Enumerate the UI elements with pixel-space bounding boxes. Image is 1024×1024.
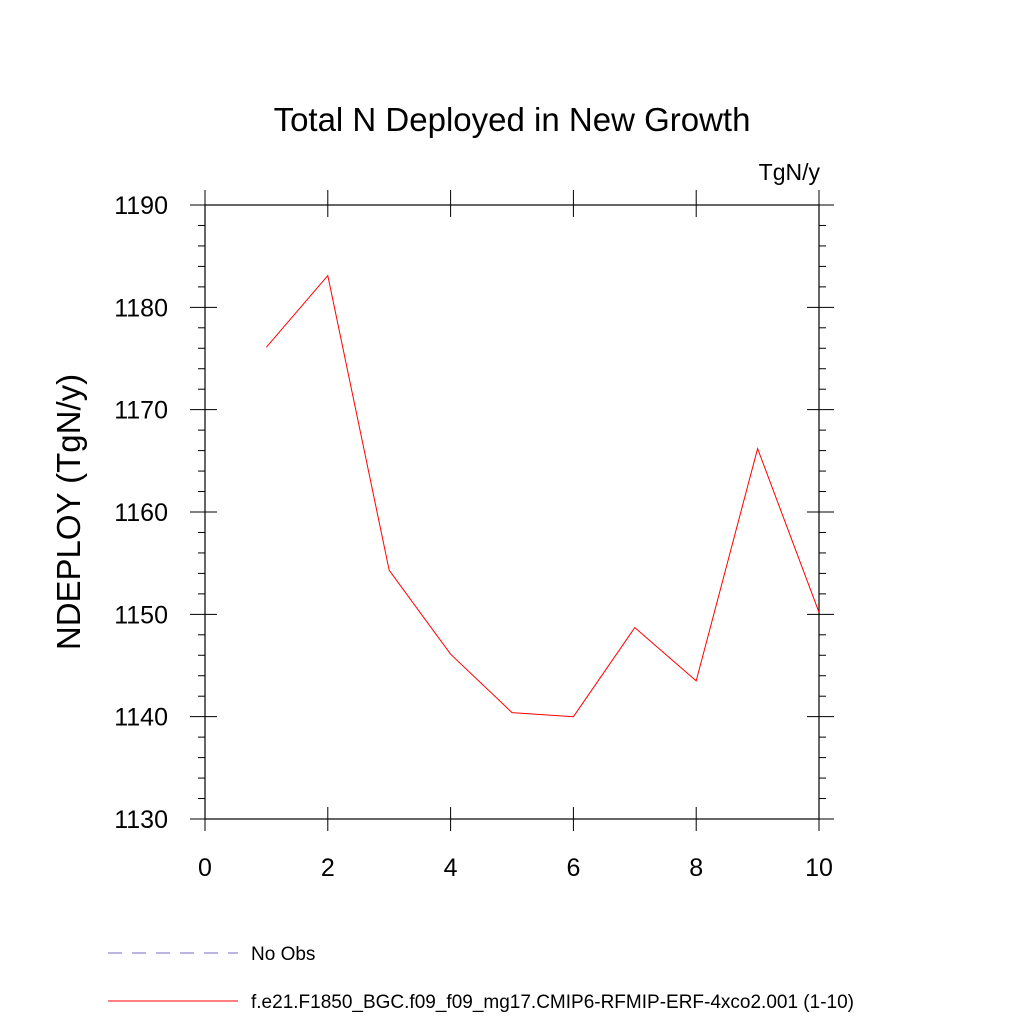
y-axis-label: NDEPLOY (TgN/y) (50, 374, 87, 650)
axis-ticks (190, 190, 834, 831)
series-line-0 (266, 274, 820, 718)
x-tick-label: 10 (805, 854, 833, 882)
legend-label-no-obs: No Obs (251, 944, 315, 965)
x-tick-label: 8 (689, 854, 703, 882)
x-tick-label: 4 (444, 854, 458, 882)
series-layer (266, 274, 820, 718)
y-tick-label: 1170 (114, 397, 168, 425)
y-tick-labels: 1130 1140 1150 1160 1170 1180 1190 (114, 192, 168, 834)
x-tick-label: 0 (198, 854, 212, 882)
y-tick-label: 1160 (114, 499, 168, 527)
chart-title: Total N Deployed in New Growth (274, 101, 751, 138)
units-label: TgN/y (759, 159, 821, 185)
legend-label-case: f.e21.F1850_BGC.f09_f09_mg17.CMIP6-RFMIP… (251, 992, 854, 1013)
x-tick-label: 6 (566, 854, 580, 882)
legend: No Obs f.e21.F1850_BGC.f09_f09_mg17.CMIP… (108, 944, 854, 1013)
y-tick-label: 1180 (114, 294, 168, 322)
x-tick-labels: 0 2 4 6 8 10 (198, 854, 833, 882)
x-tick-label: 2 (321, 854, 335, 882)
y-tick-label: 1150 (114, 601, 168, 629)
y-tick-label: 1130 (114, 806, 168, 834)
y-tick-label: 1190 (114, 192, 168, 220)
y-tick-label: 1140 (114, 704, 168, 732)
plot-frame (204, 204, 820, 820)
